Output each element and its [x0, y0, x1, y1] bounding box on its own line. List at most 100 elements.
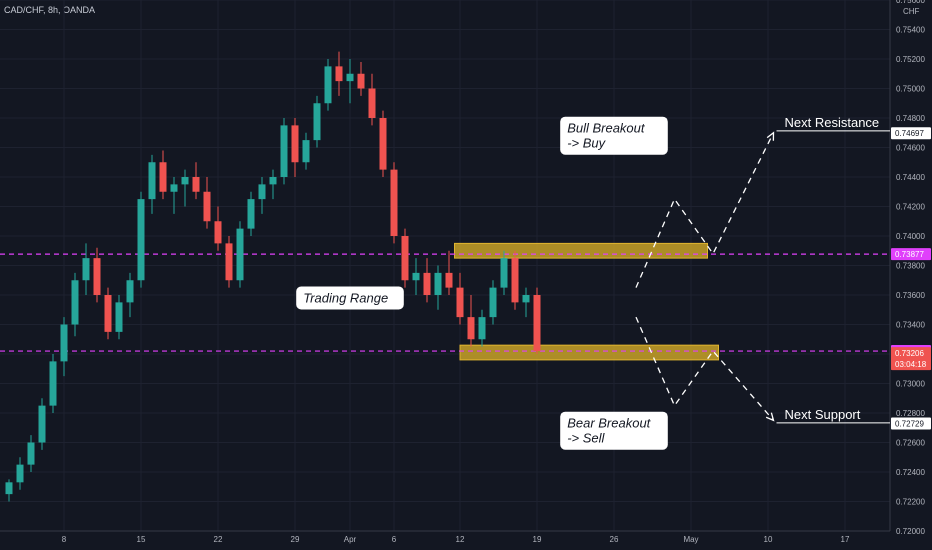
- x-tick-label: 29: [291, 535, 300, 544]
- candle-body: [291, 125, 299, 163]
- candle-body: [489, 287, 497, 318]
- y-tick-label: 0.72800: [896, 409, 925, 418]
- bull-breakout-callout-text: Bull Breakout: [567, 121, 646, 136]
- candle-body: [181, 177, 189, 185]
- candle-body: [225, 243, 233, 281]
- resistance-tag: [891, 248, 931, 261]
- candle-body: [82, 258, 90, 281]
- bear-breakout-callout-box: [560, 411, 668, 450]
- candle-body: [412, 272, 420, 281]
- candle-body: [247, 199, 255, 229]
- y-tick-label: 0.72400: [896, 468, 925, 477]
- current-price-tag: [891, 347, 931, 371]
- resistance-tag-text: 0.73877: [895, 250, 924, 259]
- x-tick-label: 10: [764, 535, 773, 544]
- candle-body: [456, 287, 464, 318]
- bear-path-arrowhead: [765, 412, 775, 422]
- candle-body: [533, 295, 541, 352]
- candle-body: [203, 191, 211, 222]
- candle-body: [16, 464, 24, 483]
- x-tick-label: 17: [841, 535, 850, 544]
- candle-body: [236, 228, 244, 281]
- level-0.74697-tag-text: 0.74697: [895, 129, 924, 138]
- candle-body: [104, 295, 112, 332]
- candle-body: [258, 184, 266, 200]
- candle-body: [522, 295, 530, 303]
- candle-body: [269, 177, 277, 185]
- bear-breakout-callout-text: -> Sell: [567, 431, 605, 446]
- level-0.74697-tag: [891, 127, 931, 140]
- y-tick-label: 0.74200: [896, 203, 925, 212]
- candle-body: [500, 258, 508, 288]
- candle-body: [313, 103, 321, 141]
- candle-body: [423, 272, 431, 295]
- trading-range-callout-text: Trading Range: [303, 290, 388, 305]
- candle-body: [390, 169, 398, 236]
- x-tick-label: May: [683, 535, 698, 544]
- y-tick-label: 0.73800: [896, 262, 925, 271]
- candle-body: [467, 317, 475, 340]
- next-resistance-label-text: Next Resistance: [785, 115, 880, 130]
- lower-zone: [459, 344, 719, 361]
- x-tick-label: 19: [533, 535, 542, 544]
- symbol-label: CAD/CHF, 8h, OANDA: [4, 5, 96, 15]
- candle-body: [445, 272, 453, 288]
- candle-body: [71, 280, 79, 325]
- y-tick-label: 0.75000: [896, 85, 925, 94]
- countdown-text: 03:04:18: [895, 360, 927, 369]
- y-tick-label: 0.72000: [896, 527, 925, 536]
- x-tick-label: Apr: [344, 535, 357, 544]
- candle-body: [511, 258, 519, 303]
- bull-path-arrowhead: [766, 131, 775, 141]
- candle-body: [478, 317, 486, 340]
- candle-body: [5, 482, 13, 495]
- candle-body: [324, 66, 332, 104]
- level-0.72729-tag-text: 0.72729: [895, 419, 924, 428]
- y-tick-label: 0.72600: [896, 439, 925, 448]
- candle-body: [401, 236, 409, 281]
- trading-range-callout-box: [296, 286, 404, 310]
- candle-body: [280, 125, 288, 177]
- current-price-text: 0.73206: [895, 349, 924, 358]
- y-tick-label: 0.73600: [896, 291, 925, 300]
- bull-path: [635, 132, 775, 288]
- candle-body: [302, 140, 310, 163]
- y-tick-label: 0.75600: [896, 0, 925, 5]
- candle-body: [335, 66, 343, 82]
- candle-body: [170, 184, 178, 192]
- candle-body: [434, 272, 442, 295]
- bull-breakout-callout-text: -> Buy: [567, 136, 606, 151]
- candle-body: [357, 73, 365, 89]
- x-tick-label: 8: [62, 535, 67, 544]
- currency-label: CHF: [903, 7, 920, 16]
- y-tick-label: 0.73400: [896, 321, 925, 330]
- candle-body: [159, 162, 167, 192]
- candle-body: [192, 177, 200, 192]
- x-tick-label: 6: [392, 535, 397, 544]
- x-tick-label: 26: [610, 535, 619, 544]
- candle-body: [60, 324, 68, 362]
- x-tick-label: 15: [137, 535, 146, 544]
- y-tick-label: 0.75200: [896, 55, 925, 64]
- bull-breakout-callout-box: [560, 116, 668, 155]
- bear-breakout-callout-text: Bear Breakout: [567, 416, 651, 431]
- candle-body: [214, 221, 222, 244]
- y-tick-label: 0.74600: [896, 144, 925, 153]
- candle-body: [148, 162, 156, 200]
- candle-body: [38, 405, 46, 443]
- y-tick-label: 0.74800: [896, 114, 925, 123]
- next-support-label-text: Next Support: [785, 407, 861, 422]
- y-tick-label: 0.72200: [896, 498, 925, 507]
- y-tick-label: 0.74000: [896, 232, 925, 241]
- x-tick-label: 12: [456, 535, 465, 544]
- candle-body: [49, 361, 57, 406]
- candle-body: [346, 73, 354, 82]
- upper-zone: [454, 242, 708, 259]
- y-tick-label: 0.75400: [896, 26, 925, 35]
- candle-body: [115, 302, 123, 332]
- y-tick-label: 0.74400: [896, 173, 925, 182]
- candle-body: [368, 88, 376, 118]
- candle-body: [137, 199, 145, 281]
- candle-body: [27, 442, 35, 465]
